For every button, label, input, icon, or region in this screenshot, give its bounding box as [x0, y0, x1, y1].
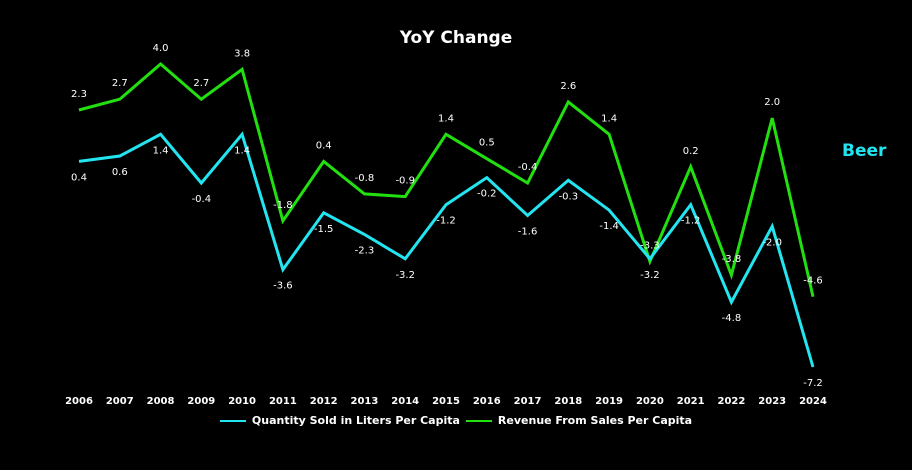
- data-label-revenue: -0.4: [518, 162, 538, 173]
- x-tick-label: 2015: [432, 396, 460, 407]
- legend-label-revenue: Revenue From Sales Per Capita: [497, 414, 693, 427]
- data-label-revenue: 2.3: [71, 89, 87, 100]
- data-label-revenue: 2.0: [764, 97, 780, 108]
- data-label-quantity: -1.2: [681, 216, 701, 227]
- data-label-quantity: -0.3: [559, 191, 579, 202]
- data-label-quantity: -2.0: [762, 237, 782, 248]
- series-line-revenue[interactable]: [78, 62, 815, 298]
- beer-label: Beer: [842, 141, 887, 161]
- x-tick-label: 2011: [269, 396, 297, 407]
- data-label-quantity: -1.2: [436, 216, 456, 227]
- data-label-revenue: 0.4: [316, 140, 332, 151]
- data-label-revenue: 0.5: [479, 138, 495, 149]
- x-tick-label: 2018: [554, 396, 582, 407]
- data-label-quantity: -4.8: [722, 313, 742, 324]
- x-tick-label: 2012: [310, 396, 338, 407]
- data-label-revenue: -4.6: [803, 276, 823, 287]
- x-tick-label: 2020: [636, 396, 664, 407]
- data-label-quantity: 0.6: [112, 167, 128, 178]
- data-label-quantity: -0.4: [192, 194, 212, 205]
- data-label-revenue: -3.3: [640, 240, 660, 251]
- data-label-quantity: 1.4: [153, 145, 169, 156]
- data-label-quantity: 0.4: [71, 172, 87, 183]
- x-tick-label: 2006: [65, 396, 93, 407]
- data-label-revenue: 2.7: [193, 78, 209, 89]
- x-tick-label: 2009: [187, 396, 215, 407]
- data-label-quantity: -7.2: [803, 378, 823, 389]
- data-label-quantity: -0.2: [477, 189, 497, 200]
- chart-title: YoY Change: [399, 28, 513, 48]
- x-tick-label: 2016: [473, 396, 501, 407]
- x-tick-label: 2014: [391, 396, 419, 407]
- legend-label-quantity: Quantity Sold in Liters Per Capita: [251, 414, 460, 427]
- legend-swatch-revenue: [465, 419, 492, 422]
- data-label-quantity: -1.5: [314, 224, 334, 235]
- legend-swatch-quantity: [219, 419, 246, 422]
- x-tick-label: 2023: [758, 396, 786, 407]
- data-label-quantity: -3.6: [273, 281, 293, 292]
- data-label-quantity: -2.3: [355, 245, 375, 256]
- data-label-revenue: -3.8: [722, 254, 742, 265]
- x-tick-label: 2010: [228, 396, 256, 407]
- legend-item-quantity[interactable]: Quantity Sold in Liters Per Capita: [219, 414, 460, 427]
- x-tick-label: 2013: [351, 396, 379, 407]
- x-tick-label: 2022: [718, 396, 746, 407]
- data-label-quantity: -3.2: [640, 270, 660, 281]
- data-label-revenue: 2.6: [560, 81, 576, 92]
- x-tick-label: 2024: [799, 396, 827, 407]
- x-tick-label: 2017: [514, 396, 542, 407]
- x-tick-label: 2021: [677, 396, 705, 407]
- data-label-quantity: 1.4: [234, 145, 250, 156]
- data-label-revenue: 2.7: [112, 78, 128, 89]
- data-label-quantity: -1.6: [518, 227, 538, 238]
- legend-item-revenue[interactable]: Revenue From Sales Per Capita: [465, 414, 693, 427]
- legend: Quantity Sold in Liters Per Capita Reven…: [0, 414, 912, 427]
- data-label-revenue: 4.0: [153, 43, 169, 54]
- data-label-quantity: -1.4: [599, 221, 619, 232]
- x-tick-label: 2007: [106, 396, 134, 407]
- x-tick-label: 2019: [595, 396, 623, 407]
- data-label-revenue: 1.4: [601, 113, 617, 124]
- data-label-quantity: -3.2: [395, 270, 415, 281]
- series-line-quantity[interactable]: [78, 131, 815, 368]
- data-label-revenue: 1.4: [438, 113, 454, 124]
- data-label-revenue: -1.8: [273, 200, 293, 211]
- data-label-revenue: 0.2: [683, 146, 699, 157]
- data-label-revenue: 3.8: [234, 48, 250, 59]
- data-label-revenue: -0.9: [395, 176, 415, 187]
- data-label-revenue: -0.8: [355, 173, 375, 184]
- x-tick-label: 2008: [147, 396, 175, 407]
